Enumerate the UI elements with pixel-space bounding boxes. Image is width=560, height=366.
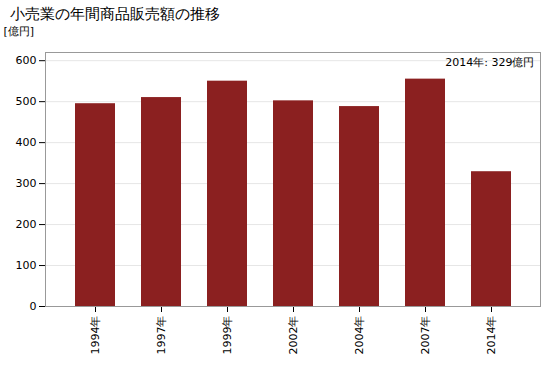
svg-text:2004年: 2004年 xyxy=(353,316,366,355)
svg-text:2014年: 329億円: 2014年: 329億円 xyxy=(445,56,534,69)
svg-text:1994年: 1994年 xyxy=(89,316,102,355)
svg-text:2007年: 2007年 xyxy=(419,316,432,355)
svg-text:2014年: 2014年 xyxy=(485,316,498,355)
svg-text:600: 600 xyxy=(16,54,37,67)
svg-text:1997年: 1997年 xyxy=(155,316,168,355)
svg-text:[億円]: [億円] xyxy=(4,25,35,38)
html-text:小売業の年間商品販売額の推移: 小売業の年間商品販売額の推移 xyxy=(10,5,220,23)
svg-text:500: 500 xyxy=(16,95,37,108)
svg-text:400: 400 xyxy=(16,136,37,149)
svg-text:1999年: 1999年 xyxy=(221,316,234,355)
svg-text:200: 200 xyxy=(16,218,37,231)
svg-text:0: 0 xyxy=(30,300,37,313)
svg-text:2002年: 2002年 xyxy=(287,316,300,355)
svg-text:100: 100 xyxy=(16,259,37,272)
svg-text:300: 300 xyxy=(16,177,37,190)
